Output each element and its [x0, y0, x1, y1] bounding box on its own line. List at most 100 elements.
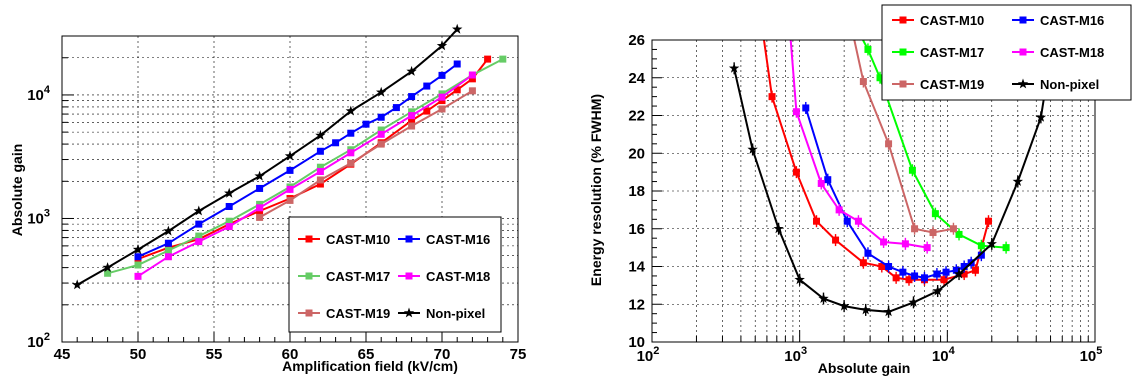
right-y-tick-label: 20: [628, 145, 645, 162]
left-point-cast-m16: [362, 120, 370, 128]
left-line-cast-m18: [137, 74, 473, 278]
left-point-cast-m16: [332, 139, 340, 147]
left-point-cast-m16: [134, 253, 142, 261]
right-point-non-pixel: [773, 223, 784, 234]
left-point-cast-m16: [195, 220, 203, 228]
left-point-cast-m17: [499, 55, 507, 63]
left-point-cast-m18: [195, 238, 203, 246]
left-point-non-pixel: [102, 262, 113, 273]
right-point-cast-m16: [824, 176, 832, 184]
left-point-cast-m17: [316, 163, 324, 171]
left-y-tick-label: 104: [27, 84, 51, 104]
right-point-non-pixel: [932, 285, 943, 296]
right-point-non-pixel: [838, 300, 850, 311]
right-legend-marker-cast-m17: [899, 48, 907, 56]
left-line-cast-m17: [107, 58, 504, 275]
right-y-tick-label: 18: [628, 183, 645, 200]
left-point-cast-m18: [468, 71, 476, 79]
left-point-cast-m16: [164, 239, 172, 247]
left-point-cast-m18: [438, 93, 446, 101]
left-point-non-pixel: [452, 23, 463, 34]
right-series-cast-m19: [853, 40, 957, 239]
right-chart: 10 12 14 16 18 20 22 24 26 102 103 104 105 Absolute …: [588, 4, 1132, 376]
left-point-cast-m10: [423, 107, 431, 115]
right-x-tick-label: 104: [932, 345, 956, 365]
left-point-cast-m10: [316, 180, 324, 188]
right-point-non-pixel: [1035, 111, 1047, 122]
right-point-cast-m10: [960, 270, 968, 278]
right-legend-label-cast-m16: CAST-M16: [1040, 13, 1104, 28]
right-point-cast-m16: [899, 268, 907, 276]
right-point-cast-m18: [880, 238, 888, 246]
left-point-cast-m16: [377, 113, 385, 121]
right-legend-marker-cast-m18: [1019, 48, 1027, 56]
left-point-cast-m16: [286, 166, 294, 174]
right-point-cast-m18: [901, 240, 909, 248]
right-legend-label-cast-m10: CAST-M10: [920, 13, 984, 28]
right-point-non-pixel: [728, 62, 740, 73]
right-x-tick-label: 105: [1080, 345, 1103, 365]
right-y-tick-label: 22: [628, 108, 645, 125]
right-legend-marker-cast-m10: [899, 16, 907, 24]
left-point-non-pixel: [193, 205, 204, 216]
right-series-cast-m18: [789, 40, 931, 254]
right-point-cast-m18: [923, 244, 931, 252]
right-point-cast-m18: [817, 179, 825, 187]
left-point-cast-m19: [256, 213, 264, 221]
right-point-cast-m10: [905, 276, 913, 284]
left-point-cast-m10: [468, 75, 476, 83]
left-line-cast-m16: [137, 63, 458, 258]
right-line-cast-m18: [789, 40, 928, 249]
right-point-cast-m17: [955, 230, 963, 238]
left-point-cast-m18: [347, 149, 355, 157]
right-point-cast-m16: [843, 217, 851, 225]
right-legend-label-non-pixel: Non-pixel: [1040, 77, 1099, 92]
left-point-cast-m17: [164, 247, 172, 255]
left-point-cast-m17: [377, 126, 385, 134]
right-legend-label-cast-m18: CAST-M18: [1040, 45, 1104, 60]
left-point-cast-m16: [438, 71, 446, 79]
left-point-cast-m18: [256, 204, 264, 212]
left-point-non-pixel: [163, 225, 174, 236]
right-point-cast-m17: [977, 242, 985, 250]
left-point-cast-m19: [347, 159, 355, 167]
left-legend-box: [288, 216, 502, 333]
right-point-cast-m19: [929, 229, 937, 237]
right-y-tick-label: 10: [628, 334, 645, 351]
left-point-cast-m17: [195, 232, 203, 240]
left-legend-label-cast-m17: CAST-M17: [326, 269, 390, 284]
right-point-cast-m18: [835, 206, 843, 214]
right-point-cast-m16: [952, 266, 960, 274]
left-point-non-pixel: [345, 105, 356, 116]
left-point-cast-m18: [286, 185, 294, 193]
left-point-cast-m10: [408, 117, 416, 125]
right-point-cast-m16: [885, 263, 893, 270]
left-point-cast-m16: [423, 82, 431, 90]
right-series-cast-m16: [802, 101, 985, 284]
left-legend-marker-cast-m17: [305, 272, 313, 280]
right-series-cast-m17: [861, 40, 1010, 254]
left-legend-label-cast-m16: CAST-M16: [426, 232, 490, 247]
right-point-cast-m16: [864, 249, 872, 257]
left-y-tick-label: 103: [27, 207, 50, 227]
left-x-axis-label: Amplification field (kV/cm): [282, 358, 458, 374]
right-line-cast-m16: [804, 107, 982, 279]
right-point-cast-m16: [911, 272, 919, 280]
right-y-tick-label: 26: [628, 32, 645, 49]
right-point-cast-m10: [878, 263, 886, 270]
right-point-cast-m10: [892, 274, 900, 282]
right-point-non-pixel: [794, 274, 805, 285]
left-point-cast-m19: [377, 140, 385, 148]
left-point-non-pixel: [376, 86, 387, 97]
right-legend-label-cast-m17: CAST-M17: [920, 45, 984, 60]
right-legend-marker-cast-m16: [1019, 16, 1027, 24]
left-point-non-pixel: [436, 40, 448, 51]
right-point-cast-m19: [911, 225, 919, 233]
right-point-cast-m10: [812, 217, 820, 225]
right-point-cast-m16: [920, 274, 928, 282]
right-point-non-pixel: [1012, 176, 1023, 186]
left-x-tick-label: 70: [434, 346, 451, 363]
left-point-cast-m19: [316, 176, 324, 184]
left-legend-marker-cast-m18: [405, 272, 413, 280]
right-y-tick-label: 24: [628, 70, 645, 87]
